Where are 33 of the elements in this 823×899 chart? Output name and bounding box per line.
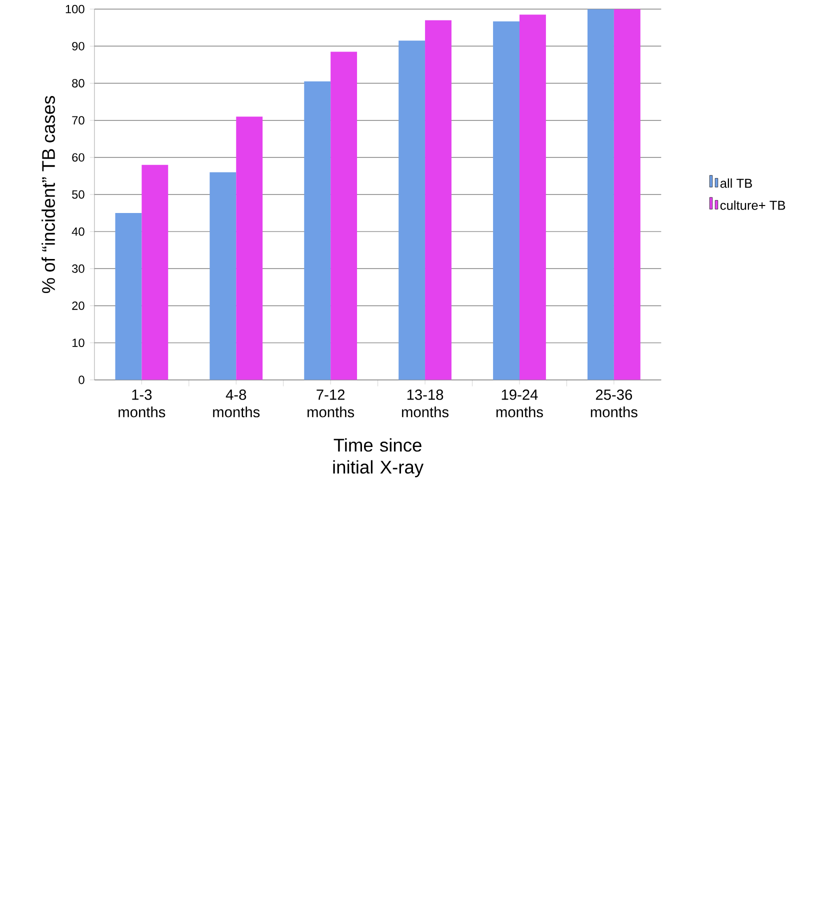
bar	[142, 164, 168, 380]
y-tick-label: 70	[72, 116, 84, 125]
x-tick-label: 13-18 months	[402, 390, 448, 418]
y-tick-label: 60	[72, 153, 84, 162]
x-axis-title: Time since initial X-ray	[333, 438, 424, 478]
bar	[614, 9, 640, 380]
y-tick-label: 10	[72, 338, 84, 348]
y-tick-label: 90	[72, 42, 84, 50]
x-tick-label: 7-12 months	[308, 390, 354, 418]
legend-label: all TB	[720, 178, 752, 188]
bar	[304, 81, 331, 380]
y-tick-label: 100	[66, 4, 84, 14]
x-tick-label: 19-24 months	[496, 390, 543, 418]
bar	[210, 172, 236, 380]
bar	[425, 20, 452, 380]
x-tick-label: 25-36 months	[590, 390, 638, 418]
x-tick-label: 4-8 months	[213, 390, 260, 418]
bar	[519, 14, 546, 380]
y-tick-label: 0	[78, 376, 84, 384]
y-tick-label: 80	[72, 79, 84, 88]
y-tick-label: 30	[72, 264, 84, 273]
bar	[398, 40, 426, 380]
bar	[236, 116, 263, 380]
y-axis-title: % of “incident” TB cases	[42, 96, 55, 294]
bar	[115, 213, 142, 380]
bar	[493, 21, 520, 380]
y-tick-label: 50	[72, 190, 84, 199]
bar	[330, 52, 357, 380]
x-tick-label: 1-3 months	[118, 390, 166, 418]
legend-label: culture+ TB	[720, 200, 786, 210]
y-tick-label: 40	[72, 227, 84, 236]
y-tick-label: 20	[72, 302, 84, 310]
bar	[587, 9, 614, 380]
